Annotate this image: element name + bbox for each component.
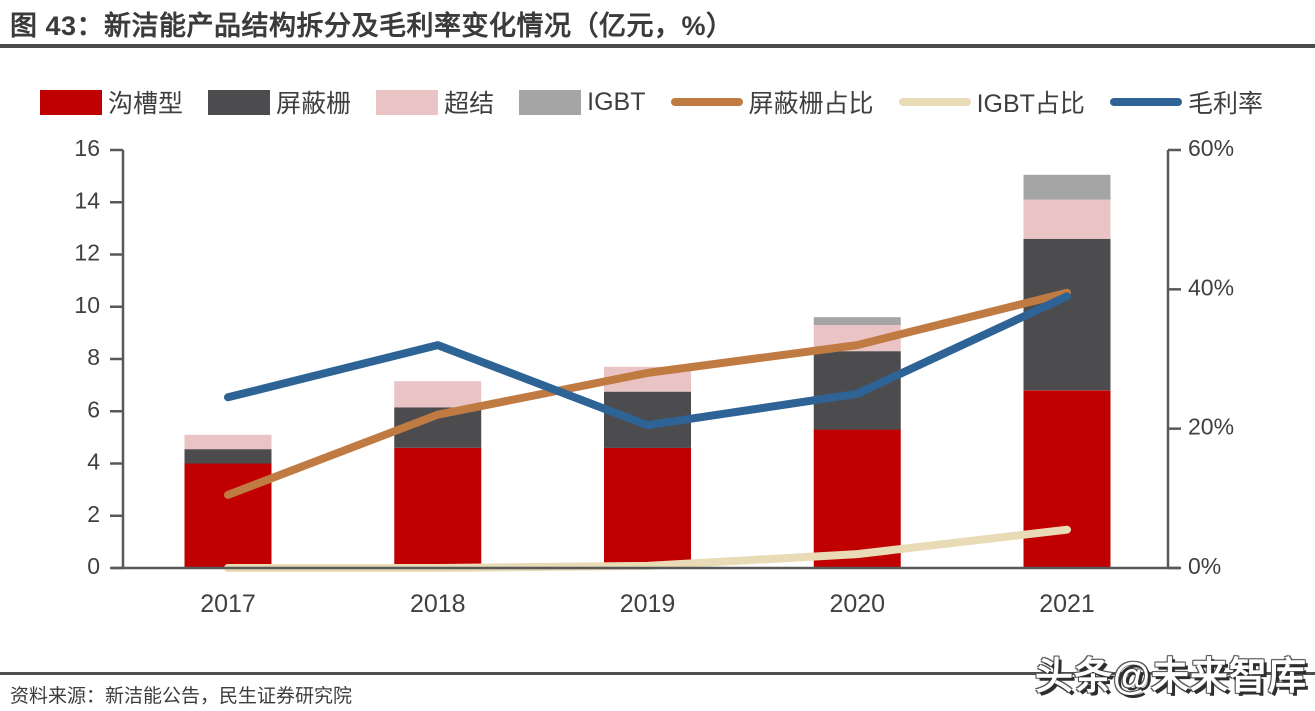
svg-text:20%: 20% xyxy=(1188,414,1234,440)
svg-text:2: 2 xyxy=(87,501,100,527)
legend-item-毛利率: 毛利率 xyxy=(1109,84,1263,120)
footer-divider xyxy=(0,672,1315,675)
legend-label: 屏蔽栅占比 xyxy=(748,90,874,118)
svg-text:2019: 2019 xyxy=(620,590,676,618)
svg-text:12: 12 xyxy=(74,240,100,266)
legend-label: IGBT xyxy=(587,87,646,116)
legend-line-icon xyxy=(898,98,971,106)
svg-text:60%: 60% xyxy=(1188,135,1234,161)
legend-label: IGBT占比 xyxy=(976,90,1085,118)
svg-text:2017: 2017 xyxy=(200,590,256,618)
svg-text:0%: 0% xyxy=(1188,553,1221,579)
legend-label: 超结 xyxy=(444,90,495,118)
legend-item-IGBT: IGBT xyxy=(519,88,645,117)
legend-item-超结: 超结 xyxy=(376,84,494,120)
svg-text:8: 8 xyxy=(87,344,100,370)
svg-text:10: 10 xyxy=(74,292,100,318)
legend-swatch-icon xyxy=(40,89,102,115)
svg-text:0: 0 xyxy=(87,553,100,579)
svg-text:2021: 2021 xyxy=(1039,590,1095,618)
legend-item-IGBT占比: IGBT占比 xyxy=(898,84,1085,120)
legend-label: 毛利率 xyxy=(1187,90,1263,118)
legend-item-沟槽型: 沟槽型 xyxy=(40,84,183,120)
svg-text:6: 6 xyxy=(87,396,100,422)
svg-text:40%: 40% xyxy=(1188,274,1234,300)
svg-text:2020: 2020 xyxy=(829,590,885,618)
legend-label: 沟槽型 xyxy=(108,90,184,118)
chart-area: 0 2 4 6 8 10 12 14 16 0% 20% 40% 60% 2017 2018 2019 2020… xyxy=(74,135,1234,618)
source-note: 资料来源：新洁能公告，民生证券研究院 xyxy=(10,686,353,707)
chart-legend: 沟槽型 屏蔽栅 超结 IGBT 屏蔽栅占比 IGBT占比 毛利率 xyxy=(0,84,1315,120)
legend-swatch-icon xyxy=(376,89,439,115)
title-divider xyxy=(0,44,1315,48)
svg-text:14: 14 xyxy=(74,187,100,213)
chart-svg: 0 2 4 6 8 10 12 14 16 0% 20% 40% 60% 2017 2018 2019 2020… xyxy=(74,135,1234,618)
svg-text:4: 4 xyxy=(87,449,100,475)
legend-line-icon xyxy=(670,98,743,106)
svg-text:16: 16 xyxy=(74,135,100,161)
legend-label: 屏蔽栅 xyxy=(276,90,352,118)
legend-item-屏蔽栅: 屏蔽栅 xyxy=(208,84,351,120)
legend-item-屏蔽栅占比: 屏蔽栅占比 xyxy=(670,84,874,120)
legend-swatch-icon xyxy=(519,89,582,115)
svg-text:2018: 2018 xyxy=(410,590,466,618)
figure-title: 图 43：新洁能产品结构拆分及毛利率变化情况（亿元，%） xyxy=(10,11,734,41)
watermark-text: 头条@未来智库 xyxy=(1034,656,1307,698)
legend-line-icon xyxy=(1109,98,1182,106)
legend-swatch-icon xyxy=(208,89,271,115)
